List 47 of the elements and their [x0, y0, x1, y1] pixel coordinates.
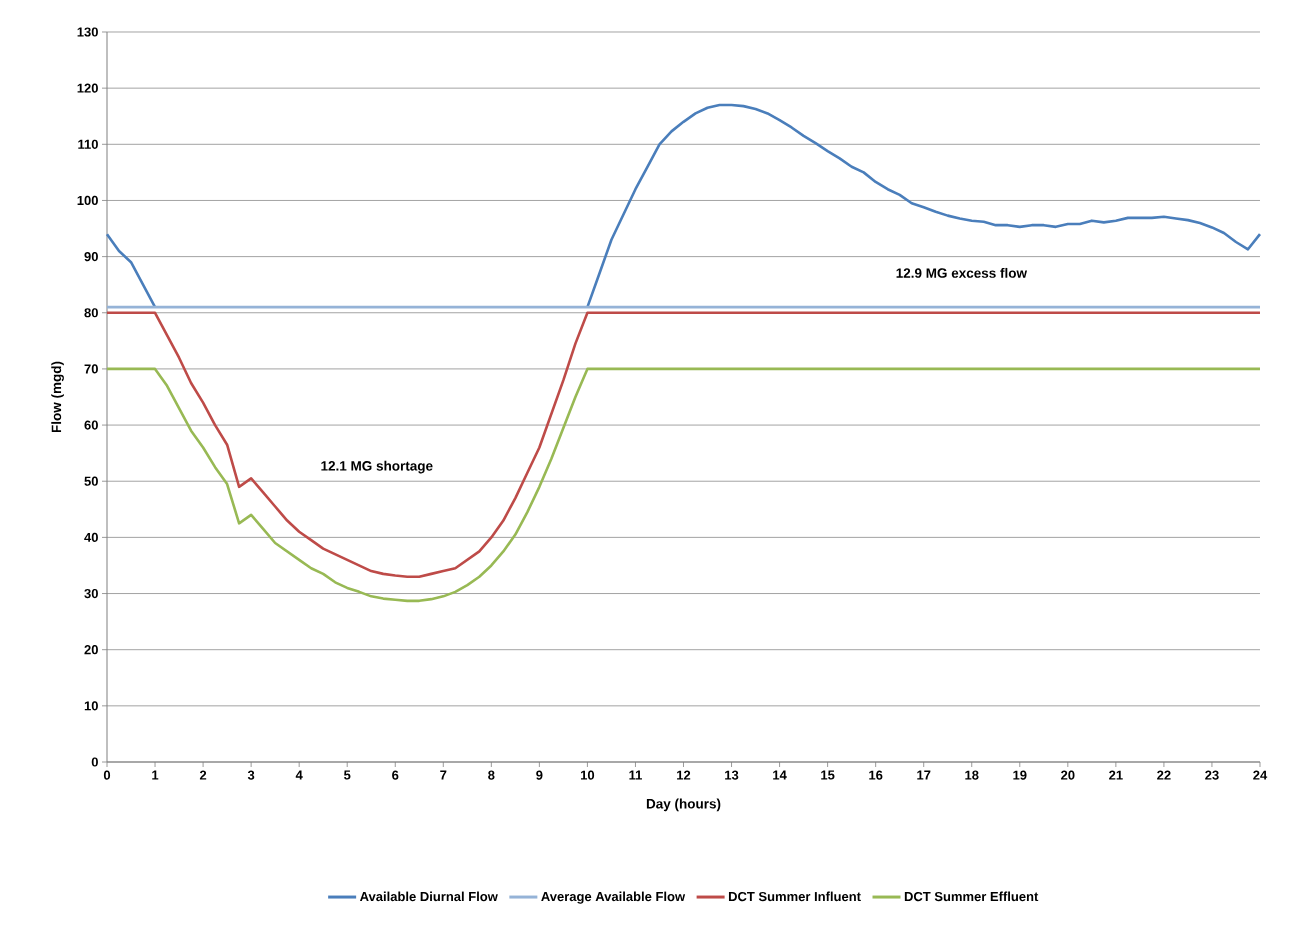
x-tick-label: 22: [1157, 770, 1171, 780]
y-tick-label: 80: [84, 308, 98, 318]
y-tick-label: 10: [84, 701, 98, 711]
y-tick-label: 100: [77, 195, 98, 206]
x-tick-label: 19: [1013, 770, 1027, 780]
annotation: 12.9 MG excess flow: [896, 267, 1028, 278]
x-axis-title: Day (hours): [646, 798, 721, 812]
y-tick-label: 110: [78, 139, 98, 149]
x-tick-label: 7: [440, 770, 447, 780]
legend-label: Average Available Flow: [541, 891, 686, 904]
x-tick-label: 12: [677, 770, 691, 780]
y-tick-label: 70: [84, 364, 98, 374]
x-tick-label: 5: [344, 770, 351, 780]
x-tick-label: 9: [536, 770, 543, 780]
y-tick-label: 50: [84, 476, 98, 486]
y-tick-label: 0: [91, 757, 98, 767]
annotation: 12.1 MG shortage: [321, 460, 433, 474]
y-axis-title: Flow (mgd): [51, 361, 64, 433]
y-tick-label: 90: [84, 252, 98, 262]
x-tick-label: 8: [488, 770, 495, 780]
legend-label: DCT Summer Effluent: [904, 891, 1039, 902]
y-tick-label: 30: [84, 588, 98, 599]
x-tick-label: 24: [1253, 770, 1268, 780]
x-tick-label: 0: [103, 770, 111, 780]
x-tick-label: 11: [629, 770, 642, 780]
x-tick-label: 23: [1205, 770, 1219, 780]
x-tick-label: 14: [773, 770, 787, 780]
x-tick-label: 3: [247, 770, 255, 780]
x-tick-label: 15: [821, 770, 835, 780]
x-tick-label: 18: [965, 770, 979, 780]
x-tick-label: 16: [869, 770, 883, 780]
legend-label: DCT Summer Influent: [728, 891, 861, 902]
x-tick-label: 13: [725, 770, 739, 780]
x-tick-label: 20: [1061, 770, 1075, 780]
x-tick-label: 21: [1109, 770, 1123, 780]
x-tick-label: 2: [199, 770, 207, 780]
x-tick-label: 4: [295, 770, 303, 780]
x-tick-label: 1: [152, 770, 159, 780]
y-tick-label: 20: [84, 645, 98, 655]
y-tick-label: 40: [84, 532, 98, 542]
y-tick-label: 60: [84, 420, 98, 430]
y-tick-label: 130: [77, 27, 98, 37]
x-tick-label: 10: [581, 770, 595, 780]
x-tick-label: 6: [392, 770, 399, 780]
x-tick-label: 17: [917, 770, 931, 780]
legend-label: Available Diurnal Flow: [359, 891, 498, 902]
y-tick-label: 120: [77, 83, 98, 93]
